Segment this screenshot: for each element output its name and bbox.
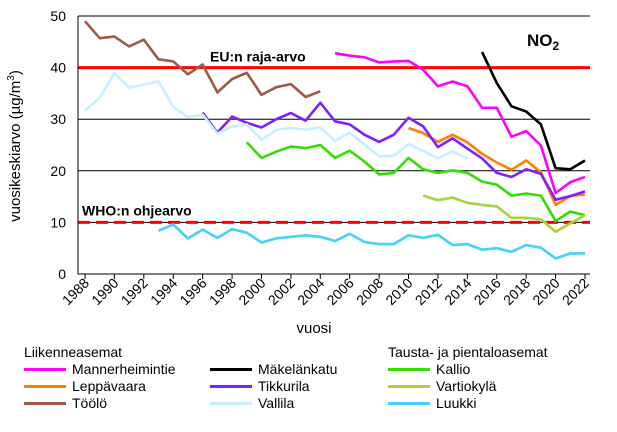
series-line-lepp-vaara	[408, 126, 586, 207]
legend-label: Luukki	[436, 395, 477, 411]
legend-label: Kallio	[436, 361, 471, 377]
x-tick-label: 1992	[118, 275, 151, 308]
x-tick-label: 2002	[265, 275, 298, 308]
x-tick-label: 2020	[529, 275, 562, 308]
legend-swatch	[388, 384, 430, 388]
reference-lines: EU:n raja-arvo WHO:n ohjearvo	[78, 49, 590, 224]
x-tick-label: 2014	[441, 275, 474, 308]
x-tick-label: 1994	[147, 275, 180, 308]
x-tick-label: 2010	[382, 275, 415, 308]
series-line-tikkurila	[201, 101, 586, 201]
reference-line-label: EU:n raja-arvo	[210, 49, 306, 65]
legend-swatch	[210, 401, 252, 405]
legend-label: Töölö	[72, 395, 108, 411]
x-tick-label: 2000	[235, 275, 268, 308]
legend-item: Vallila	[210, 395, 294, 412]
legend-swatch	[24, 401, 66, 405]
series-line-luukki	[157, 223, 585, 260]
legend-item: Vartiokylä	[388, 378, 496, 395]
legend-swatch	[24, 384, 66, 388]
legend-swatch	[388, 367, 430, 371]
legend-label: Vartiokylä	[436, 378, 497, 394]
x-tick-label: 1990	[88, 275, 121, 308]
y-tick-label: 30	[50, 111, 66, 127]
legend-item: Mannerheimintie	[24, 361, 176, 378]
legend-swatch	[210, 367, 252, 371]
legend-label: Mannerheimintie	[72, 361, 176, 377]
legend-label: Tikkurila	[258, 378, 310, 394]
x-tick-label: 2006	[323, 275, 356, 308]
x-tick-label: 2022	[559, 275, 592, 308]
legend-swatch	[210, 384, 252, 388]
x-axis-label: vuosi	[296, 320, 331, 337]
legend-item: Luukki	[388, 395, 476, 412]
series-lines	[84, 20, 586, 260]
series-line-vallila	[84, 72, 468, 161]
y-tick-label: 20	[50, 163, 66, 179]
x-tick-label: 2012	[412, 275, 445, 308]
legend-label: Leppävaara	[72, 378, 146, 394]
legend-title-background: Tausta- ja pientaloasemat	[388, 344, 548, 360]
x-tick-label: 2018	[500, 275, 533, 308]
y-axis-label: vuosikeskiarvo (µg/m3)	[6, 70, 24, 222]
legend-item: Töölö	[24, 395, 107, 412]
x-tick-label: 2016	[471, 275, 504, 308]
legend-item: Leppävaara	[24, 378, 146, 395]
chart-title: NO2	[527, 31, 560, 53]
y-tick-label: 10	[50, 214, 66, 230]
axes: 0102030405019881990199219941996199820002…	[50, 8, 592, 308]
series-line-vartiokyl-	[422, 194, 586, 233]
series-line-mannerheimintie	[334, 51, 586, 195]
legend-item: Kallio	[388, 361, 470, 378]
x-tick-label: 2004	[294, 275, 327, 308]
series-line-kallio	[245, 141, 586, 223]
legend-swatch	[388, 401, 430, 405]
y-tick-label: 40	[50, 60, 66, 76]
legend-item: Tikkurila	[210, 378, 310, 395]
y-tick-label: 50	[50, 8, 66, 24]
x-tick-label: 1998	[206, 275, 239, 308]
legend-title-traffic: Liikenneasemat	[24, 344, 123, 360]
series-line-m-kel-nkatu	[480, 51, 586, 171]
y-tick-label: 0	[58, 266, 66, 282]
legend-item: Mäkelänkatu	[210, 361, 337, 378]
legend-swatch	[24, 367, 66, 371]
x-tick-label: 1996	[176, 275, 209, 308]
reference-line-label: WHO:n ohjearvo	[82, 202, 192, 218]
legend-label: Vallila	[258, 395, 295, 411]
series-line-t-l-	[84, 20, 321, 99]
legend-label: Mäkelänkatu	[258, 361, 338, 377]
x-tick-label: 2008	[353, 275, 386, 308]
